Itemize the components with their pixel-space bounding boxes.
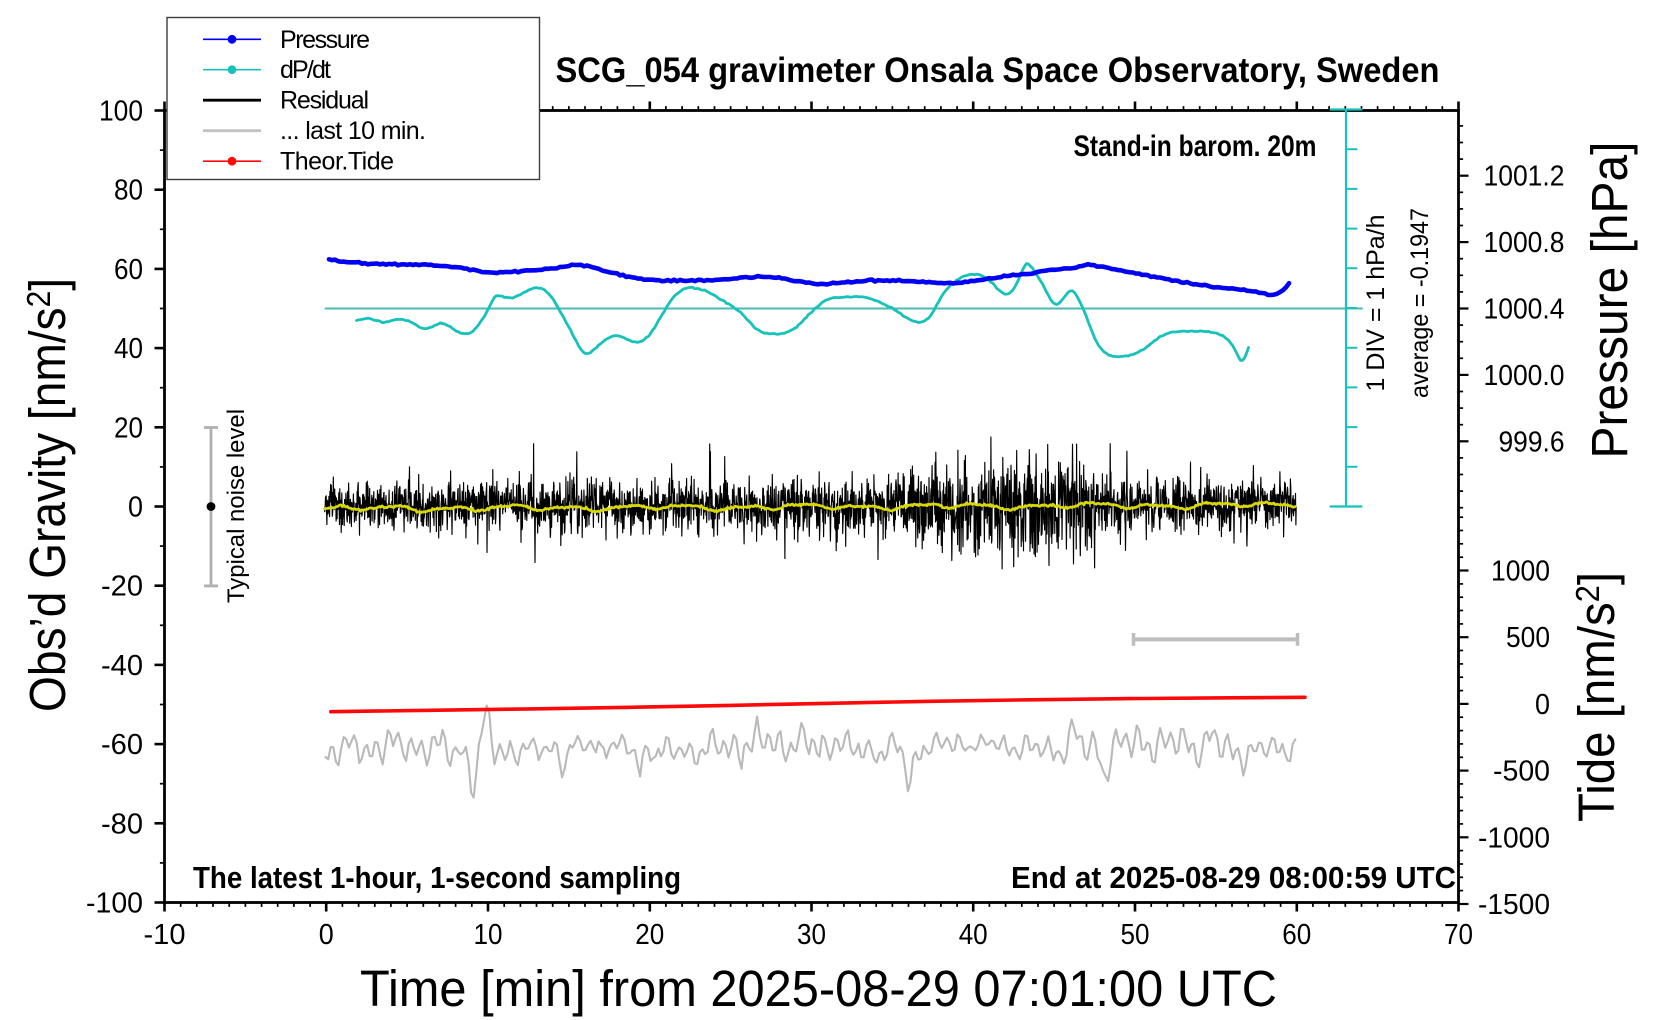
svg-text:SCG_054 gravimeter Onsala Spac: SCG_054 gravimeter Onsala Space Observat…	[556, 51, 1440, 90]
svg-text:1 DIV = 1 hPa/h: 1 DIV = 1 hPa/h	[1362, 215, 1390, 392]
svg-text:-20: -20	[101, 571, 143, 603]
svg-text:average = -0.1947: average = -0.1947	[1406, 208, 1434, 398]
svg-text:Pressure: Pressure	[280, 26, 370, 54]
svg-text:10: 10	[474, 919, 503, 951]
svg-text:Residual: Residual	[280, 87, 369, 115]
svg-text:100: 100	[99, 96, 143, 128]
svg-text:1000.8: 1000.8	[1484, 227, 1565, 259]
svg-text:1000: 1000	[1491, 556, 1550, 588]
svg-text:30: 30	[797, 919, 826, 951]
svg-text:-500: -500	[1493, 756, 1550, 788]
svg-text:1000.4: 1000.4	[1484, 294, 1565, 326]
svg-text:999.6: 999.6	[1499, 426, 1565, 458]
svg-text:40: 40	[959, 919, 988, 951]
svg-text:-1500: -1500	[1478, 889, 1550, 921]
svg-text:Stand-in barom. 20m: Stand-in barom. 20m	[1074, 130, 1317, 163]
svg-text:-1000: -1000	[1478, 822, 1550, 854]
svg-text:60: 60	[1282, 919, 1311, 951]
svg-text:20: 20	[635, 919, 664, 951]
svg-text:40: 40	[114, 333, 143, 365]
svg-text:End at 2025-08-29 08:00:59 UTC: End at 2025-08-29 08:00:59 UTC	[1011, 860, 1456, 895]
svg-text:80: 80	[114, 175, 143, 207]
svg-text:70: 70	[1444, 919, 1473, 951]
svg-text:1000.0: 1000.0	[1484, 360, 1565, 392]
svg-text:Typical noise level: Typical noise level	[223, 409, 250, 603]
svg-text:dP/dt: dP/dt	[280, 56, 331, 84]
svg-text:0: 0	[128, 492, 143, 524]
svg-text:... last 10 min.: ... last 10 min.	[280, 117, 426, 145]
svg-text:Tide [nm/s2]: Tide [nm/s2]	[1568, 572, 1625, 822]
svg-text:Time [min] from 2025-08-29 07:: Time [min] from 2025-08-29 07:01:00 UTC	[360, 960, 1277, 1017]
svg-text:0: 0	[319, 919, 334, 951]
svg-text:1001.2: 1001.2	[1484, 161, 1565, 193]
svg-text:20: 20	[114, 412, 143, 444]
svg-text:-10: -10	[144, 919, 186, 951]
svg-text:-80: -80	[101, 808, 143, 840]
svg-text:The latest 1-hour, 1-second sa: The latest 1-hour, 1-second sampling	[193, 860, 681, 895]
svg-text:-40: -40	[101, 650, 143, 682]
svg-text:-100: -100	[86, 888, 143, 920]
svg-text:Theor.Tide: Theor.Tide	[280, 148, 394, 176]
svg-text:0: 0	[1535, 689, 1550, 721]
svg-text:50: 50	[1121, 919, 1150, 951]
svg-text:Obs’d Gravity [nm/s2]: Obs’d Gravity [nm/s2]	[19, 278, 76, 712]
svg-text:500: 500	[1506, 622, 1550, 654]
svg-text:60: 60	[114, 254, 143, 286]
svg-text:-60: -60	[101, 729, 143, 761]
svg-text:Pressure [hPa]: Pressure [hPa]	[1581, 142, 1638, 459]
